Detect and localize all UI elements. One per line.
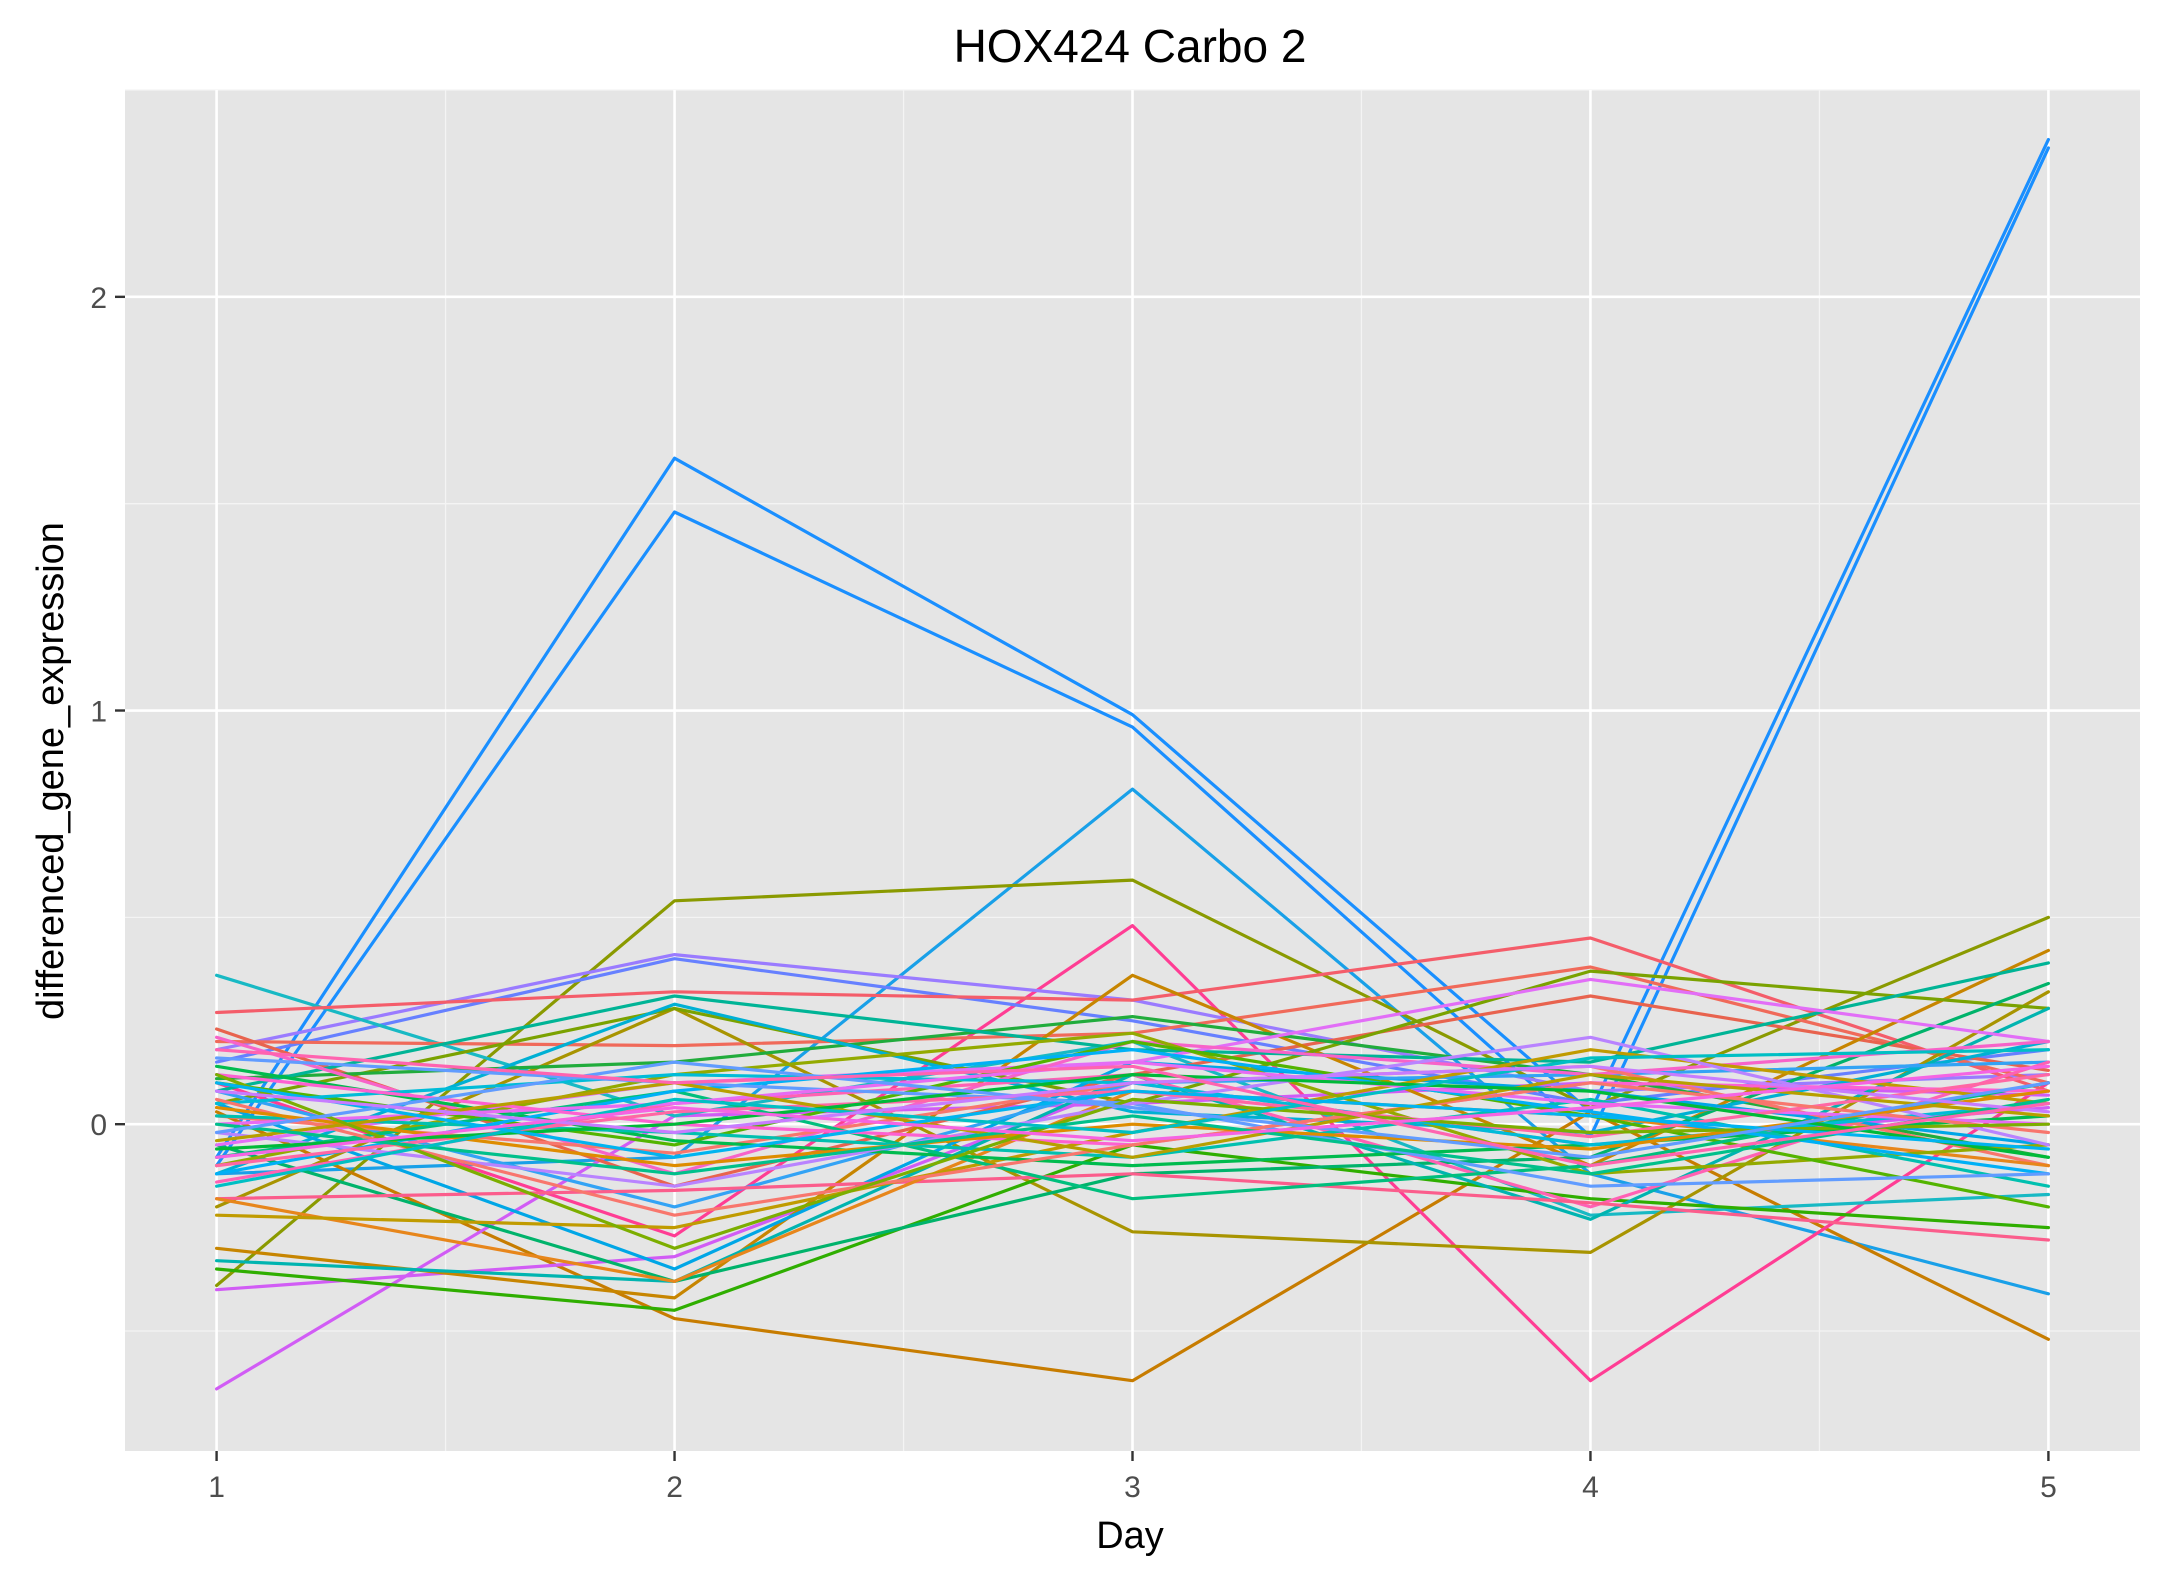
x-axis-title: Day — [1096, 1515, 1164, 1557]
series-line-41 — [215, 1035, 2050, 1188]
y-tick-labels: 0 1 2 — [90, 282, 107, 1142]
series-line-5 — [215, 1110, 2050, 1383]
series-line-56 — [215, 1048, 2050, 1168]
series-line-35 — [215, 1064, 2050, 1168]
y-tick-label: 2 — [90, 282, 107, 315]
series-line-12 — [215, 936, 2050, 1093]
series-line-51 — [215, 1048, 2050, 1188]
series-line-2 — [215, 146, 2050, 1168]
series-lines — [215, 138, 2050, 1391]
series-line-54 — [215, 1064, 2050, 1135]
x-tick-labels: 1 2 3 4 5 — [208, 1471, 2057, 1504]
series-line-55 — [215, 1064, 2050, 1159]
series-line-50 — [215, 1097, 2050, 1176]
series-line-52 — [215, 1081, 2050, 1159]
chart-title: HOX424 Carbo 2 — [954, 20, 1307, 72]
x-tick-label: 5 — [2040, 1471, 2057, 1504]
y-tick-label: 1 — [90, 696, 107, 729]
series-line-48 — [215, 1072, 2050, 1250]
series-line-23 — [215, 1002, 2050, 1176]
y-tick-label: 0 — [90, 1109, 107, 1142]
x-tick-label: 3 — [1124, 1471, 1141, 1504]
series-line-1 — [215, 138, 2050, 1159]
series-line-47 — [215, 1072, 2050, 1159]
series-line-45 — [215, 1081, 2050, 1217]
x-tick-label: 1 — [208, 1471, 225, 1504]
series-line-53 — [215, 1060, 2050, 1159]
series-line-33 — [215, 1031, 2050, 1176]
series-line-36 — [215, 1081, 2050, 1201]
series-line-6 — [215, 923, 2050, 1383]
x-tick-label: 2 — [666, 1471, 683, 1504]
x-tick-label: 4 — [1582, 1471, 1599, 1504]
axis-ticks — [115, 295, 2050, 1461]
series-line-29 — [215, 1172, 2050, 1242]
y-axis-title: differenced_gene_expression — [30, 522, 72, 1020]
series-line-42 — [215, 1060, 2050, 1126]
